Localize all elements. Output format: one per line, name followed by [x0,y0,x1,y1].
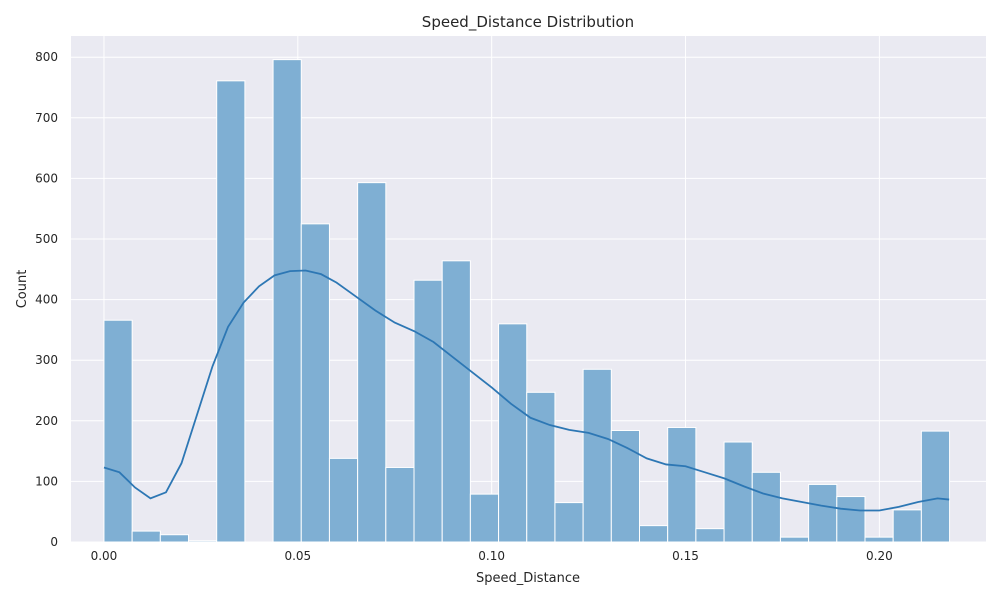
y-tick-label: 400 [35,293,58,307]
x-tick-label: 0.00 [91,549,118,563]
histogram-bar [920,430,951,543]
x-tick-label: 0.10 [478,549,505,563]
histogram-bar [667,426,697,543]
y-tick-label: 200 [35,414,58,428]
histogram-bar [864,536,894,543]
histogram-bar [272,59,302,543]
histogram-bar [357,182,387,543]
histogram-bar [526,391,556,543]
histogram-bar [413,279,443,543]
histogram-bar [695,528,725,543]
kde-curve [103,269,950,512]
y-tick-label: 800 [35,50,58,64]
histogram-bar [131,530,161,543]
histogram-bar [582,368,612,543]
histogram-bar [639,525,669,543]
histogram-bar [216,80,246,543]
histogram-bar [498,323,528,543]
y-tick-label: 100 [35,474,58,488]
histogram-bar [723,441,753,543]
histogram-bar [836,496,866,543]
histogram-bar [469,493,500,543]
x-tick-label: 0.15 [672,549,699,563]
y-tick-labels: 0 100 200 300 400 500 600 700 800 [35,50,58,549]
x-tick-labels: 0.00 0.05 0.10 0.15 0.20 [91,549,893,563]
histogram-bar [808,483,838,543]
x-tick-label: 0.20 [866,549,893,563]
histogram-bars [103,59,951,543]
histogram-bar [610,429,641,543]
chart-title: Speed_Distance Distribution [422,13,634,32]
y-tick-label: 0 [50,535,58,549]
histogram-bar [103,319,133,543]
histogram-bar [328,457,359,543]
histogram-bar [751,471,781,543]
histogram-bar [441,260,471,543]
histogram-bar [554,502,584,543]
histogram-bar [188,540,218,543]
y-tick-label: 500 [35,232,58,246]
y-axis-label: Count [15,270,30,309]
histogram-bar [892,509,922,543]
histogram-bar [779,536,810,543]
y-tick-label: 300 [35,353,58,367]
histogram-bar [159,534,190,543]
histogram-bar [385,466,415,543]
histogram-bar [300,223,330,543]
y-tick-label: 700 [35,111,58,125]
x-tick-label: 0.05 [284,549,311,563]
x-axis-label: Speed_Distance [476,571,580,586]
y-tick-label: 600 [35,171,58,185]
